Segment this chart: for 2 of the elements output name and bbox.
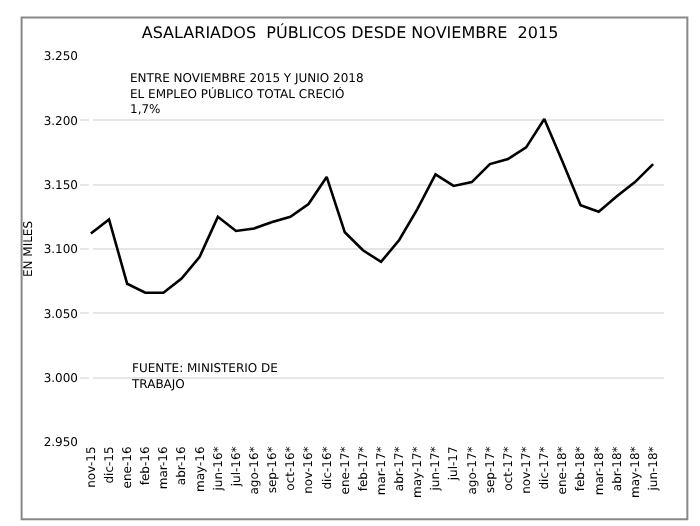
line-series [89,117,655,295]
chart-title: ASALARIADOS PÚBLICOS DESDE NOVIEMBRE 2015 [141,21,559,42]
